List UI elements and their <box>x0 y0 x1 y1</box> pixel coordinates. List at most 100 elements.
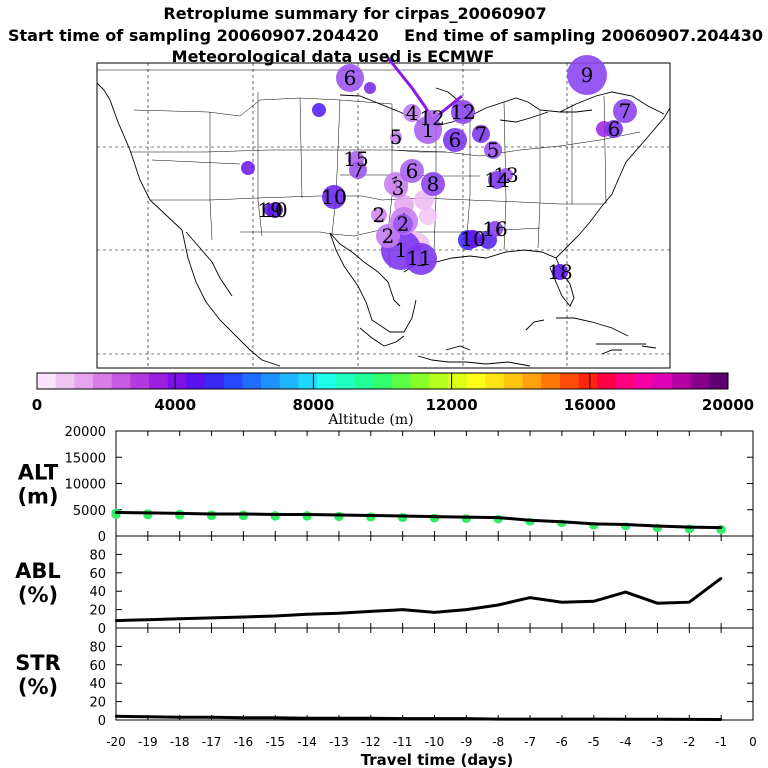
panel-abl: 0 20 40 60 80 ABL(%) <box>15 535 754 637</box>
colorbar-ticks: 0 4000 8000 12000 16000 20000 <box>32 373 754 414</box>
series-point <box>146 715 150 718</box>
y-tick-label: 80 <box>89 548 106 563</box>
series-point <box>528 519 532 522</box>
series-point <box>337 716 341 720</box>
plume-circle <box>421 172 445 196</box>
series-point <box>305 613 309 616</box>
series-point <box>274 614 277 618</box>
y-tick-label: 40 <box>89 585 106 600</box>
plume-circle <box>605 120 623 138</box>
panel-alt: 0 5000 10000 15000 20000 ALT(m) <box>17 425 754 545</box>
colorbar-cell <box>559 373 580 389</box>
x-tick-label: -14 <box>297 735 317 749</box>
series-point <box>656 601 659 605</box>
series-point <box>401 608 404 611</box>
plume-circle <box>376 224 400 248</box>
plume-circle <box>390 131 402 143</box>
plume-circle <box>484 141 502 159</box>
series-point <box>114 715 118 718</box>
series-point <box>146 618 150 621</box>
series-point <box>528 596 532 599</box>
colorbar-cell <box>298 373 318 389</box>
colorbar-cell <box>149 373 169 389</box>
series-point <box>497 717 500 721</box>
series-point <box>592 717 595 721</box>
colorbar-cell <box>205 373 225 389</box>
series-point <box>337 513 341 517</box>
series-point <box>560 717 564 721</box>
series-point <box>369 514 372 517</box>
colorbar-cell <box>242 373 262 389</box>
y-tick-label: 20 <box>89 604 106 619</box>
plume-day-label: 2 <box>373 203 386 227</box>
colorbar-cell <box>317 373 337 389</box>
plume-day-label: 1 <box>395 238 408 262</box>
panel-y-label: (m) <box>17 485 58 509</box>
plume-circle <box>464 230 482 248</box>
plume-circle <box>552 264 568 280</box>
colorbar-cell <box>578 373 598 389</box>
colorbar-tick-label: 8000 <box>293 396 335 414</box>
colorbar-cell <box>597 373 617 389</box>
series-line-str <box>115 714 722 721</box>
series-point <box>337 612 341 615</box>
x-tick-label: -3 <box>651 735 663 749</box>
panel-y-label: ALT <box>18 461 59 485</box>
time-series-panels: 05000100001500020000ALT(m)020406080ABL(%… <box>15 425 757 749</box>
colorbar-label: Altitude (m) <box>327 412 413 428</box>
x-tick-label: -9 <box>460 735 472 749</box>
colorbar-cell <box>167 373 187 389</box>
colorbar-cell <box>615 373 636 389</box>
colorbar-cell <box>653 373 673 389</box>
colorbar-cell <box>671 373 692 389</box>
x-axis-title: Travel time (days) <box>361 751 514 768</box>
colorbar-cell <box>634 373 654 389</box>
plume-day-label: 5 <box>390 125 403 149</box>
series-point <box>560 601 564 604</box>
plume-day-label: 10 <box>321 185 346 209</box>
series-point <box>688 601 691 604</box>
plume-circle <box>451 100 475 124</box>
colorbar-cell <box>279 373 299 389</box>
colorbar-cell <box>111 373 131 389</box>
plume-day-label: 3 <box>392 176 405 200</box>
plume-circle <box>613 99 637 123</box>
series-point <box>465 608 468 611</box>
plume-day-label: 16 <box>482 217 507 241</box>
colorbar-cell <box>74 373 94 389</box>
series-point <box>305 513 309 516</box>
met-data-note: Meteorological data used is ECMWF <box>172 47 495 66</box>
series-point <box>656 718 659 721</box>
colorbar-cell <box>522 373 542 389</box>
plume-markers: 1111122234556666777891010101112121314151… <box>241 55 637 284</box>
colorbar-tick-label: 12000 <box>426 396 478 414</box>
series-point <box>210 512 213 516</box>
series-point <box>433 515 436 518</box>
y-tick-label: 20 <box>89 696 106 711</box>
y-tick-label: 80 <box>89 640 106 655</box>
sampling-start: Start time of sampling 20060907.204420 <box>8 26 379 45</box>
series-point <box>369 610 372 613</box>
plume-day-label: 6 <box>406 159 419 183</box>
plume-day-label: 7 <box>619 99 632 123</box>
y-tick-label: 0 <box>98 530 106 545</box>
panel-str: 0 20 40 60 80 STR(%) <box>15 627 754 729</box>
series-point <box>719 577 723 580</box>
plume-blob <box>419 207 437 225</box>
plume-blob <box>312 103 326 117</box>
series-point <box>560 520 564 524</box>
colorbar-cell <box>541 373 561 389</box>
y-tick-label: 60 <box>89 659 106 674</box>
plume-day-label: 9 <box>581 63 594 87</box>
x-tick-label: -6 <box>556 735 568 749</box>
colorbar-tick-label: 20000 <box>702 396 754 414</box>
colorbar-cell <box>709 373 729 389</box>
trajectory-map: 1111122234556666777891010101112121314151… <box>96 47 671 369</box>
plume-circle <box>348 151 364 167</box>
colorbar-cell <box>130 373 150 389</box>
series-point <box>401 717 404 720</box>
plume-day-label: 14 <box>484 168 509 192</box>
series-point <box>210 616 213 620</box>
series-point <box>433 611 436 614</box>
y-tick-label: 10000 <box>65 478 106 493</box>
